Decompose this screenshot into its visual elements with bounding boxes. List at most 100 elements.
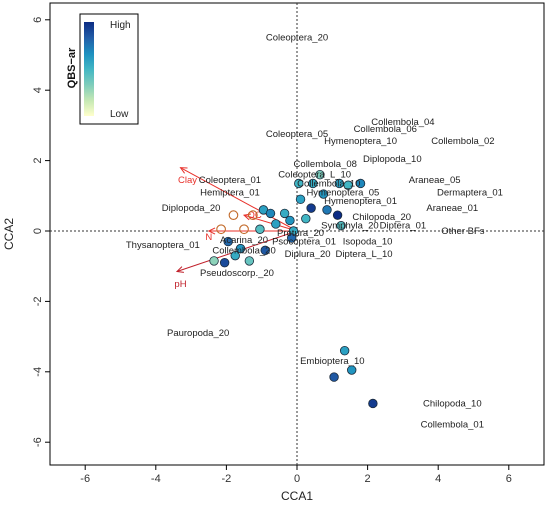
site-point [332, 210, 343, 220]
site-point [347, 365, 357, 375]
species-label: Chilopoda_20 [352, 212, 411, 223]
legend-title: QBS−ar [66, 47, 78, 88]
reference-lines [50, 3, 544, 465]
x-axis-title: CCA1 [281, 489, 313, 503]
site-point [329, 372, 339, 382]
species-label: Coleoptera_01 [199, 175, 261, 186]
species-label: Collembola_10 [297, 178, 360, 189]
y-axis-title: CCA2 [2, 218, 16, 250]
site-point [239, 224, 249, 235]
site-point [271, 219, 281, 229]
x-tick-label: -2 [222, 473, 232, 485]
species-label: Pseudoscorp._20 [200, 268, 274, 279]
site-point [265, 208, 276, 219]
site-point [301, 213, 311, 224]
species-label: Isopoda_10 [343, 237, 393, 248]
species-label: Diplopoda_10 [363, 154, 422, 165]
species-label: Chilopoda_10 [423, 398, 482, 409]
site-point [315, 169, 325, 180]
species-label: Dermaptera_01 [437, 187, 503, 198]
species-label: Araneae_05 [409, 175, 461, 186]
site-point [318, 189, 329, 199]
site-point [248, 210, 258, 221]
site-point [235, 243, 246, 254]
env-vector-label: N [205, 232, 212, 243]
species-label: Embioptera_10 [300, 356, 364, 367]
site-point [322, 205, 332, 215]
species-label: Collembola_02 [431, 136, 494, 147]
species-label: Symphyla_20 [321, 221, 379, 232]
site-point [209, 256, 219, 266]
x-tick-label: 2 [365, 473, 371, 485]
species-label: Coleoptera_20 [266, 32, 328, 43]
site-point [216, 224, 226, 235]
species-label: Psocoptera_01 [272, 237, 336, 248]
species-label: Acarina_20 [220, 235, 268, 246]
site-point [260, 245, 270, 256]
x-tick-label: -6 [80, 473, 90, 485]
site-point [334, 178, 345, 189]
env-vector-arrowhead [179, 167, 188, 174]
x-tick-label: 0 [294, 473, 300, 485]
species-label: Other BFs [441, 226, 485, 237]
y-tick-label: -4 [32, 367, 44, 377]
site-point [355, 178, 366, 189]
legend-high-label: High [110, 20, 131, 31]
y-tick-label: 6 [32, 17, 44, 23]
y-tick-label: 0 [32, 228, 44, 234]
species-label: Hymenoptera_01 [324, 196, 397, 207]
species-label: Collembola_06 [354, 124, 417, 135]
legend-colorbar [84, 22, 94, 116]
y-tick-label: 2 [32, 158, 44, 164]
x-tick-label: 4 [435, 473, 441, 485]
y-tick-label: -2 [32, 297, 44, 307]
site-point [368, 398, 378, 409]
species-label: Coleoptera_05 [266, 129, 328, 140]
species-label: Collembola_01 [421, 420, 484, 431]
species-label: Hymenoptera_05 [306, 187, 379, 198]
site-point [230, 250, 240, 261]
site-point [308, 178, 318, 189]
env-vector-label: Clay [178, 175, 197, 186]
env-vector-label: pH [174, 279, 186, 290]
env-vector-arrowhead [207, 227, 216, 235]
legend: QBS−ar High Low [66, 13, 139, 125]
species-label: Collembola_20 [212, 245, 275, 256]
species-label: Pauropoda_20 [167, 328, 229, 339]
species-label: Thysanoptera_01 [126, 240, 200, 251]
species-label: Hemiptera_01 [200, 187, 260, 198]
site-points [209, 169, 378, 409]
y-tick-label: -6 [32, 437, 44, 447]
x-axis: -6 -4 -2 0 2 4 6 [80, 465, 512, 485]
site-point [295, 194, 306, 205]
x-tick-label: 6 [506, 473, 512, 485]
site-point [294, 178, 304, 189]
site-point [219, 257, 230, 268]
species-label: Diptera_01 [380, 221, 426, 232]
legend-low-label: Low [110, 109, 129, 120]
species-label: Araneae_01 [426, 203, 478, 214]
site-point [287, 233, 297, 243]
y-tick-label: 4 [32, 87, 44, 93]
species-label: Diplopoda_20 [162, 203, 221, 214]
species-label: Protura_20 [277, 228, 324, 239]
species-label: Diptera_L_10 [336, 249, 393, 260]
site-point [244, 256, 255, 266]
x-tick-label: -4 [151, 473, 161, 485]
site-point [228, 210, 239, 221]
site-point [255, 224, 265, 234]
species-label: Coleoptera_L_10 [278, 170, 351, 181]
species-label: Collembola_08 [294, 159, 357, 170]
site-point [339, 345, 350, 356]
site-point [306, 203, 316, 213]
env-vector-oc [243, 214, 298, 232]
site-point [336, 221, 346, 231]
species-label: Hymenoptera_10 [324, 136, 397, 147]
species-label: Diplura_20 [285, 249, 331, 260]
y-axis: -6 -4 -2 0 2 4 6 [32, 17, 50, 447]
site-point [285, 215, 295, 226]
species-label: Collembola_04 [371, 117, 434, 128]
site-point [223, 236, 233, 247]
